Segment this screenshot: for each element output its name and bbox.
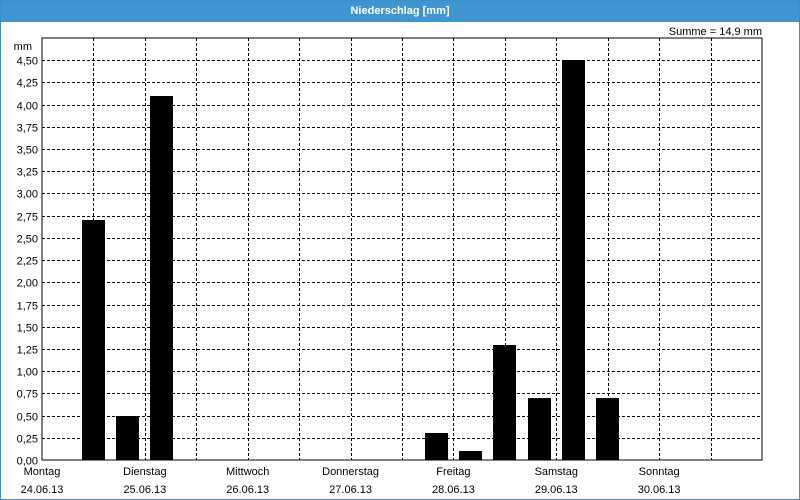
x-tick-date: 27.06.13 xyxy=(329,484,372,496)
precipitation-bar xyxy=(150,96,173,460)
y-tick-label: 2,75 xyxy=(17,212,38,224)
precipitation-bar xyxy=(425,433,448,460)
x-tick-date: 26.06.13 xyxy=(226,484,269,496)
x-tick-date: 30.06.13 xyxy=(638,484,681,496)
y-tick-label: 0,50 xyxy=(17,412,38,424)
y-tick-label: 0,25 xyxy=(17,434,38,446)
x-tick-day-name: Dienstag xyxy=(123,466,166,478)
x-tick-day-name: Donnerstag xyxy=(322,466,379,478)
y-tick-label: 1,75 xyxy=(17,301,38,313)
precipitation-bar xyxy=(82,220,105,460)
y-tick-label: 3,00 xyxy=(17,189,38,201)
precipitation-bar xyxy=(116,416,139,460)
y-tick-label: 3,25 xyxy=(17,167,38,179)
y-tick-label: 4,50 xyxy=(17,56,38,68)
precipitation-bar xyxy=(459,451,482,460)
y-tick-label: 4,00 xyxy=(17,101,38,113)
y-tick-label: 3,50 xyxy=(17,145,38,157)
y-tick-label: 0,75 xyxy=(17,389,38,401)
x-tick-date: 29.06.13 xyxy=(535,484,578,496)
y-tick-label: 4,25 xyxy=(17,78,38,90)
y-tick-label: 0,00 xyxy=(17,456,38,468)
x-tick-date: 24.06.13 xyxy=(21,484,64,496)
sum-label: Summe = 14,9 mm xyxy=(669,26,762,38)
x-tick-date: 25.06.13 xyxy=(123,484,166,496)
y-tick-label: 1,50 xyxy=(17,323,38,335)
window-title: Niederschlag [mm] xyxy=(1,1,799,22)
y-tick-label: 1,00 xyxy=(17,367,38,379)
x-tick-day-name: Montag xyxy=(24,466,61,478)
x-tick-date: 28.06.13 xyxy=(432,484,475,496)
x-tick-day-name: Mittwoch xyxy=(226,466,269,478)
precipitation-bar xyxy=(596,398,619,460)
x-tick-day-name: Freitag xyxy=(436,466,470,478)
x-tick-day-name: Sonntag xyxy=(639,466,680,478)
precipitation-bar xyxy=(528,398,551,460)
precipitation-bar xyxy=(562,60,585,460)
precipitation-bar xyxy=(493,345,516,460)
y-axis-unit-label: mm xyxy=(14,41,32,53)
x-tick-day-name: Samstag xyxy=(535,466,578,478)
y-tick-label: 2,00 xyxy=(17,278,38,290)
y-tick-label: 2,25 xyxy=(17,256,38,268)
y-tick-label: 3,75 xyxy=(17,123,38,135)
y-tick-label: 2,50 xyxy=(17,234,38,246)
y-tick-label: 1,25 xyxy=(17,345,38,357)
